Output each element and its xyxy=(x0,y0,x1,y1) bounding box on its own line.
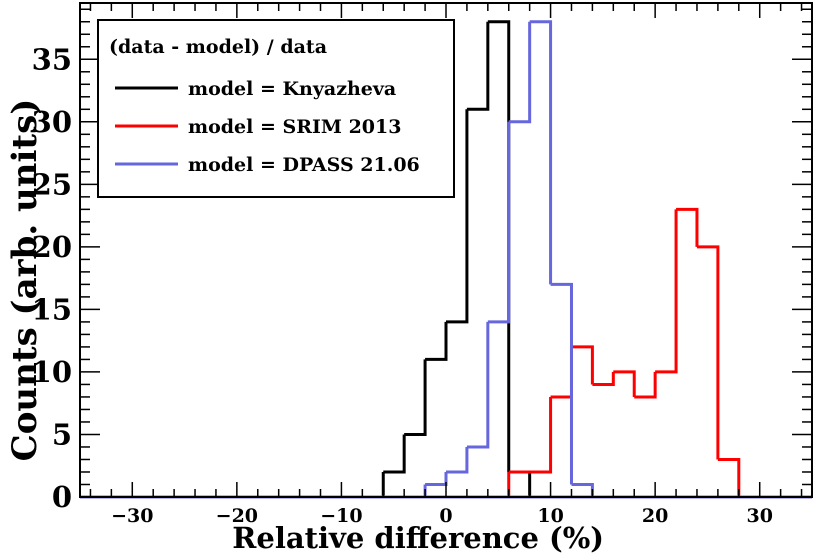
legend-entries: model = Knyazheva model = SRIM 2013 model … xyxy=(115,78,420,176)
y-tick-label: 20 xyxy=(32,230,72,264)
series-1-bin-8 xyxy=(676,207,699,247)
series-1-bin-10 xyxy=(717,457,741,497)
series-1-bin-3 xyxy=(571,345,594,385)
series-1-bin-5 xyxy=(613,370,636,397)
series-2-bin-6 xyxy=(550,282,573,485)
y-tick-label: 30 xyxy=(32,105,72,139)
y-axis-label: Counts (arb. units) xyxy=(5,99,45,462)
legend-box xyxy=(97,19,455,198)
x-tick-label: −20 xyxy=(216,505,258,527)
series-1-bin-1 xyxy=(529,396,553,474)
legend-label-1: model = SRIM 2013 xyxy=(188,116,401,138)
y-tick-label: 25 xyxy=(32,167,72,201)
x-tick-label: 10 xyxy=(537,505,563,527)
series-2-bin-3 xyxy=(487,121,511,324)
x-tick-label: −10 xyxy=(320,505,362,527)
series-2-bin-0 xyxy=(425,471,448,486)
legend-title: (data - model) / data xyxy=(109,36,327,58)
series-2-bin-2 xyxy=(466,321,490,449)
series-2-bin-4 xyxy=(508,21,532,124)
y-tick-label: 10 xyxy=(32,355,72,389)
series-0-bin-1 xyxy=(404,359,427,436)
legend: (data - model) / data model = Knyazhevam… xyxy=(97,19,455,198)
series-2-bin-7 xyxy=(571,482,594,497)
series-0-bin-0 xyxy=(383,434,406,474)
x-tick-label: −30 xyxy=(111,505,153,527)
series-2-bin-1 xyxy=(446,446,469,474)
y-tick-label: 15 xyxy=(32,292,72,326)
series-1-bin-7 xyxy=(655,209,678,374)
y-tick-label: 35 xyxy=(32,42,72,76)
series-0-bin-2 xyxy=(425,321,448,361)
axis-layer: 0 5 10 15 20 25 30 35 −30 −20 −10 0 10 20 30 xyxy=(32,3,812,527)
x-tick-label: 30 xyxy=(746,505,772,527)
series-1-bin-4 xyxy=(592,371,615,386)
series-0-bin-6 xyxy=(508,470,532,497)
legend-label-2: model = DPASS 21.06 xyxy=(188,154,420,176)
y-tick-label: 0 xyxy=(52,480,72,514)
series-0-bin-3 xyxy=(446,109,469,324)
series-1-bin-9 xyxy=(696,245,720,460)
series-0-bin-5 xyxy=(487,20,511,472)
legend-label-0: model = Knyazheva xyxy=(188,78,396,100)
series-1-bin-6 xyxy=(634,371,657,399)
series-0-bin-4 xyxy=(466,21,490,111)
x-tick-label: 20 xyxy=(642,505,668,527)
series-1-bin-2 xyxy=(550,346,573,399)
x-axis-label: Relative difference (%) xyxy=(232,521,604,554)
y-tick-label: 5 xyxy=(52,417,72,451)
x-tick-label: 0 xyxy=(439,505,452,527)
series-2-bin-5 xyxy=(529,20,553,285)
